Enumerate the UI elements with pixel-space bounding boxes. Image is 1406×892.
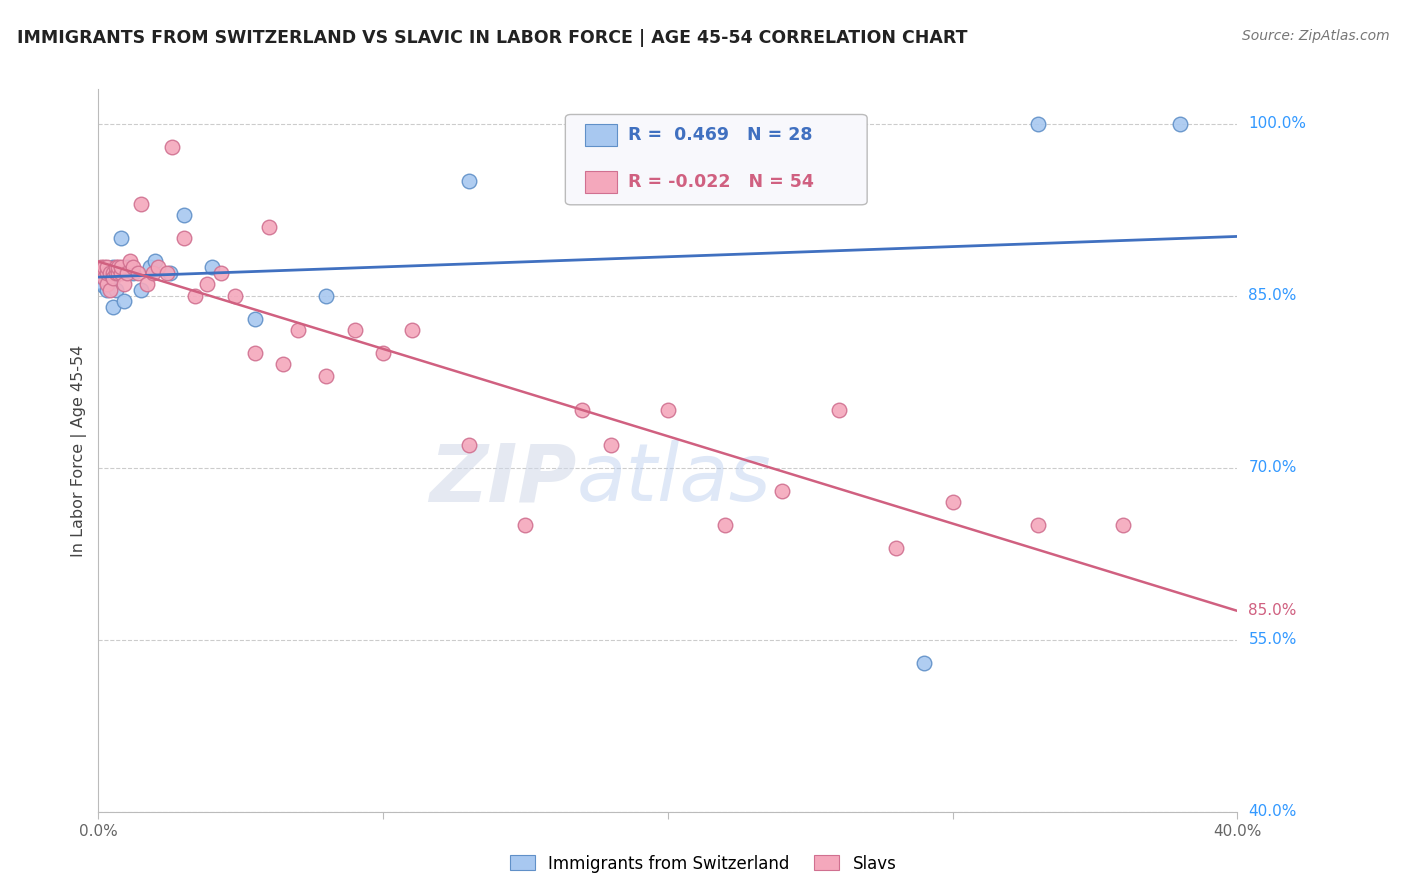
Point — [129, 197, 152, 211]
Point — [112, 277, 135, 292]
Point — [110, 260, 132, 274]
Point — [121, 266, 143, 280]
Point — [156, 266, 179, 280]
Point — [110, 231, 132, 245]
Point — [93, 268, 115, 282]
Point — [657, 403, 679, 417]
Point — [107, 266, 129, 280]
Point — [93, 266, 115, 280]
Point — [714, 117, 737, 131]
Point — [515, 518, 537, 533]
Point — [93, 260, 115, 274]
FancyBboxPatch shape — [565, 114, 868, 205]
Point — [129, 283, 152, 297]
Point — [343, 323, 366, 337]
Text: 85.0%: 85.0% — [1249, 603, 1296, 618]
Point — [115, 260, 138, 274]
Point — [201, 260, 224, 274]
Point — [195, 277, 218, 292]
Point — [107, 260, 129, 274]
Point — [600, 438, 623, 452]
Point — [1170, 117, 1192, 131]
Point — [145, 254, 167, 268]
Point — [315, 368, 337, 383]
Text: 55.0%: 55.0% — [1249, 632, 1296, 648]
Point — [243, 346, 266, 360]
Point — [1026, 117, 1049, 131]
Point — [104, 266, 127, 280]
Point — [93, 279, 115, 293]
Point — [101, 271, 124, 285]
Point — [942, 495, 965, 509]
Point — [373, 346, 395, 360]
Text: atlas: atlas — [576, 441, 772, 518]
Point — [209, 266, 232, 280]
Point — [121, 260, 143, 274]
Point — [401, 323, 423, 337]
Text: 70.0%: 70.0% — [1249, 460, 1296, 475]
Point — [184, 288, 207, 302]
Point — [104, 283, 127, 297]
Point — [1112, 518, 1135, 533]
Point — [93, 271, 115, 285]
Point — [912, 656, 935, 670]
Point — [90, 260, 112, 274]
Point — [141, 266, 163, 280]
Point — [118, 254, 141, 268]
Point — [101, 300, 124, 314]
Point — [110, 266, 132, 280]
Point — [101, 260, 124, 274]
Point — [571, 403, 593, 417]
Point — [98, 275, 121, 289]
Point — [90, 266, 112, 280]
Point — [224, 288, 246, 302]
Point — [315, 288, 337, 302]
Point — [148, 260, 170, 274]
Point — [112, 294, 135, 309]
Point — [259, 219, 281, 234]
Text: IMMIGRANTS FROM SWITZERLAND VS SLAVIC IN LABOR FORCE | AGE 45-54 CORRELATION CHA: IMMIGRANTS FROM SWITZERLAND VS SLAVIC IN… — [17, 29, 967, 46]
Point — [135, 277, 157, 292]
Point — [1026, 518, 1049, 533]
Point — [98, 283, 121, 297]
Point — [884, 541, 907, 555]
Text: R =  0.469   N = 28: R = 0.469 N = 28 — [628, 126, 813, 144]
Text: 40.0%: 40.0% — [1249, 805, 1296, 819]
Point — [115, 266, 138, 280]
Point — [714, 518, 737, 533]
Point — [159, 266, 181, 280]
Text: 85.0%: 85.0% — [1249, 288, 1296, 303]
Point — [96, 266, 118, 280]
Point — [104, 260, 127, 274]
Point — [96, 283, 118, 297]
Point — [162, 139, 184, 153]
Bar — [585, 124, 617, 145]
Text: Source: ZipAtlas.com: Source: ZipAtlas.com — [1241, 29, 1389, 43]
Point — [96, 277, 118, 292]
Point — [98, 271, 121, 285]
Point — [98, 266, 121, 280]
Point — [90, 275, 112, 289]
Y-axis label: In Labor Force | Age 45-54: In Labor Force | Age 45-54 — [72, 344, 87, 557]
Point — [127, 266, 149, 280]
Point — [101, 266, 124, 280]
Point — [96, 266, 118, 280]
Point — [173, 208, 195, 222]
Point — [173, 231, 195, 245]
Text: 100.0%: 100.0% — [1249, 116, 1306, 131]
Point — [273, 358, 295, 372]
Point — [287, 323, 309, 337]
Text: ZIP: ZIP — [429, 441, 576, 518]
Point — [138, 260, 160, 274]
Point — [457, 438, 479, 452]
Point — [457, 174, 479, 188]
Point — [243, 311, 266, 326]
Text: R = -0.022   N = 54: R = -0.022 N = 54 — [628, 173, 814, 191]
Point — [770, 483, 793, 498]
Bar — [585, 171, 617, 193]
Point — [107, 266, 129, 280]
Point — [96, 260, 118, 274]
Legend: Immigrants from Switzerland, Slavs: Immigrants from Switzerland, Slavs — [503, 848, 903, 880]
Point — [828, 403, 851, 417]
